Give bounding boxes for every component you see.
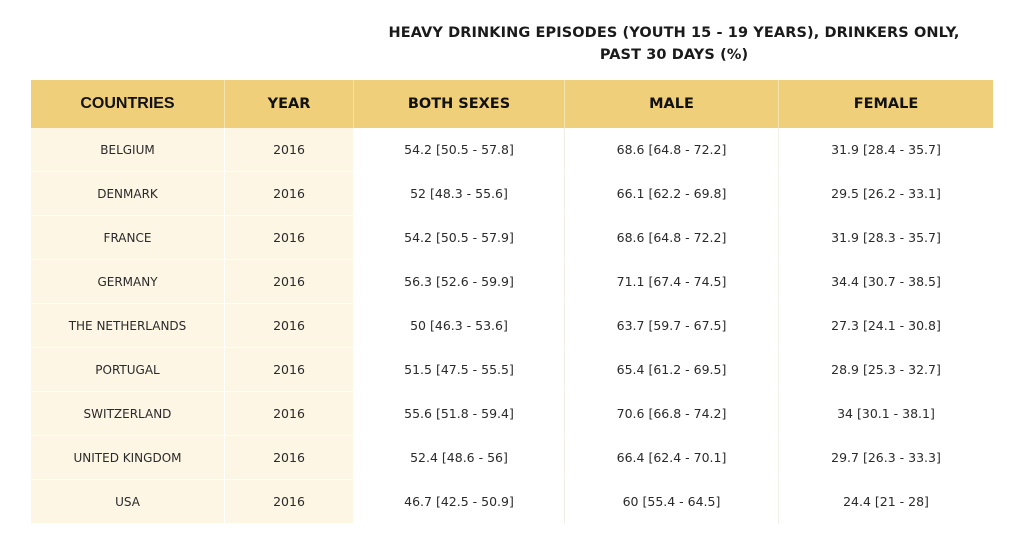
female-cell: 31.9 [28.3 - 35.7] (779, 216, 993, 260)
table-title: HEAVY DRINKING EPISODES (YOUTH 15 - 19 Y… (354, 22, 994, 66)
country-cell: BELGIUM (31, 128, 225, 172)
both-sexes-cell: 46.7 [42.5 - 50.9] (354, 480, 565, 524)
table-title-line-1: HEAVY DRINKING EPISODES (YOUTH 15 - 19 Y… (388, 25, 960, 41)
female-cell: 27.3 [24.1 - 30.8] (779, 304, 993, 348)
female-cell: 34.4 [30.7 - 38.5] (779, 260, 993, 304)
year-cell: 2016 (225, 128, 354, 172)
year-cell: 2016 (225, 260, 354, 304)
country-cell: USA (31, 480, 225, 524)
male-cell: 66.4 [62.4 - 70.1] (565, 436, 779, 480)
year-cell: 2016 (225, 436, 354, 480)
column-header-year: YEAR (225, 80, 354, 128)
header-row: COUNTRIES YEAR BOTH SEXES MALE FEMALE (31, 80, 993, 128)
female-cell: 29.7 [26.3 - 33.3] (779, 436, 993, 480)
table-row: DENMARK 2016 52 [48.3 - 55.6] 66.1 [62.2 - … (31, 172, 993, 216)
table-row: PORTUGAL 2016 51.5 [47.5 - 55.5] 65.4 [61.2… (31, 348, 993, 392)
female-cell: 34 [30.1 - 38.1] (779, 392, 993, 436)
year-cell: 2016 (225, 172, 354, 216)
male-cell: 68.6 [64.8 - 72.2] (565, 128, 779, 172)
male-cell: 66.1 [62.2 - 69.8] (565, 172, 779, 216)
country-cell: SWITZERLAND (31, 392, 225, 436)
both-sexes-cell: 55.6 [51.8 - 59.4] (354, 392, 565, 436)
country-cell: PORTUGAL (31, 348, 225, 392)
both-sexes-cell: 52 [48.3 - 55.6] (354, 172, 565, 216)
country-cell: THE NETHERLANDS (31, 304, 225, 348)
male-cell: 71.1 [67.4 - 74.5] (565, 260, 779, 304)
table-row: THE NETHERLANDS 2016 50 [46.3 - 53.6] 63.7 … (31, 304, 993, 348)
column-header-both-sexes: BOTH SEXES (354, 80, 565, 128)
both-sexes-cell: 54.2 [50.5 - 57.9] (354, 216, 565, 260)
table-row: BELGIUM 2016 54.2 [50.5 - 57.8] 68.6 [64.8 … (31, 128, 993, 172)
table-row: USA 2016 46.7 [42.5 - 50.9] 60 [55.4 - 64.5… (31, 480, 993, 524)
both-sexes-cell: 51.5 [47.5 - 55.5] (354, 348, 565, 392)
column-header-countries: COUNTRIES (31, 80, 225, 128)
both-sexes-cell: 52.4 [48.6 - 56] (354, 436, 565, 480)
male-cell: 63.7 [59.7 - 67.5] (565, 304, 779, 348)
column-header-male: MALE (565, 80, 779, 128)
country-cell: DENMARK (31, 172, 225, 216)
column-header-female: FEMALE (779, 80, 993, 128)
both-sexes-cell: 56.3 [52.6 - 59.9] (354, 260, 565, 304)
country-cell: GERMANY (31, 260, 225, 304)
year-cell: 2016 (225, 480, 354, 524)
male-cell: 68.6 [64.8 - 72.2] (565, 216, 779, 260)
male-cell: 70.6 [66.8 - 74.2] (565, 392, 779, 436)
female-cell: 28.9 [25.3 - 32.7] (779, 348, 993, 392)
female-cell: 31.9 [28.4 - 35.7] (779, 128, 993, 172)
female-cell: 29.5 [26.2 - 33.1] (779, 172, 993, 216)
year-cell: 2016 (225, 304, 354, 348)
year-cell: 2016 (225, 348, 354, 392)
country-cell: FRANCE (31, 216, 225, 260)
table-row: FRANCE 2016 54.2 [50.5 - 57.9] 68.6 [64.8 -… (31, 216, 993, 260)
table-header: COUNTRIES YEAR BOTH SEXES MALE FEMALE (31, 80, 993, 128)
table-row: UNITED KINGDOM 2016 52.4 [48.6 - 56] 66.4 [… (31, 436, 993, 480)
both-sexes-cell: 50 [46.3 - 53.6] (354, 304, 565, 348)
female-cell: 24.4 [21 - 28] (779, 480, 993, 524)
year-cell: 2016 (225, 216, 354, 260)
country-cell: UNITED KINGDOM (31, 436, 225, 480)
both-sexes-cell: 54.2 [50.5 - 57.8] (354, 128, 565, 172)
data-table: COUNTRIES YEAR BOTH SEXES MALE FEMALE BE… (31, 80, 993, 524)
table-row: GERMANY 2016 56.3 [52.6 - 59.9] 71.1 [67.4 … (31, 260, 993, 304)
table-body: BELGIUM 2016 54.2 [50.5 - 57.8] 68.6 [64.8 … (31, 128, 993, 524)
table-title-line-2: PAST 30 DAYS (%) (599, 47, 749, 63)
table-row: SWITZERLAND 2016 55.6 [51.8 - 59.4] 70.6 [6… (31, 392, 993, 436)
male-cell: 60 [55.4 - 64.5] (565, 480, 779, 524)
year-cell: 2016 (225, 392, 354, 436)
male-cell: 65.4 [61.2 - 69.5] (565, 348, 779, 392)
